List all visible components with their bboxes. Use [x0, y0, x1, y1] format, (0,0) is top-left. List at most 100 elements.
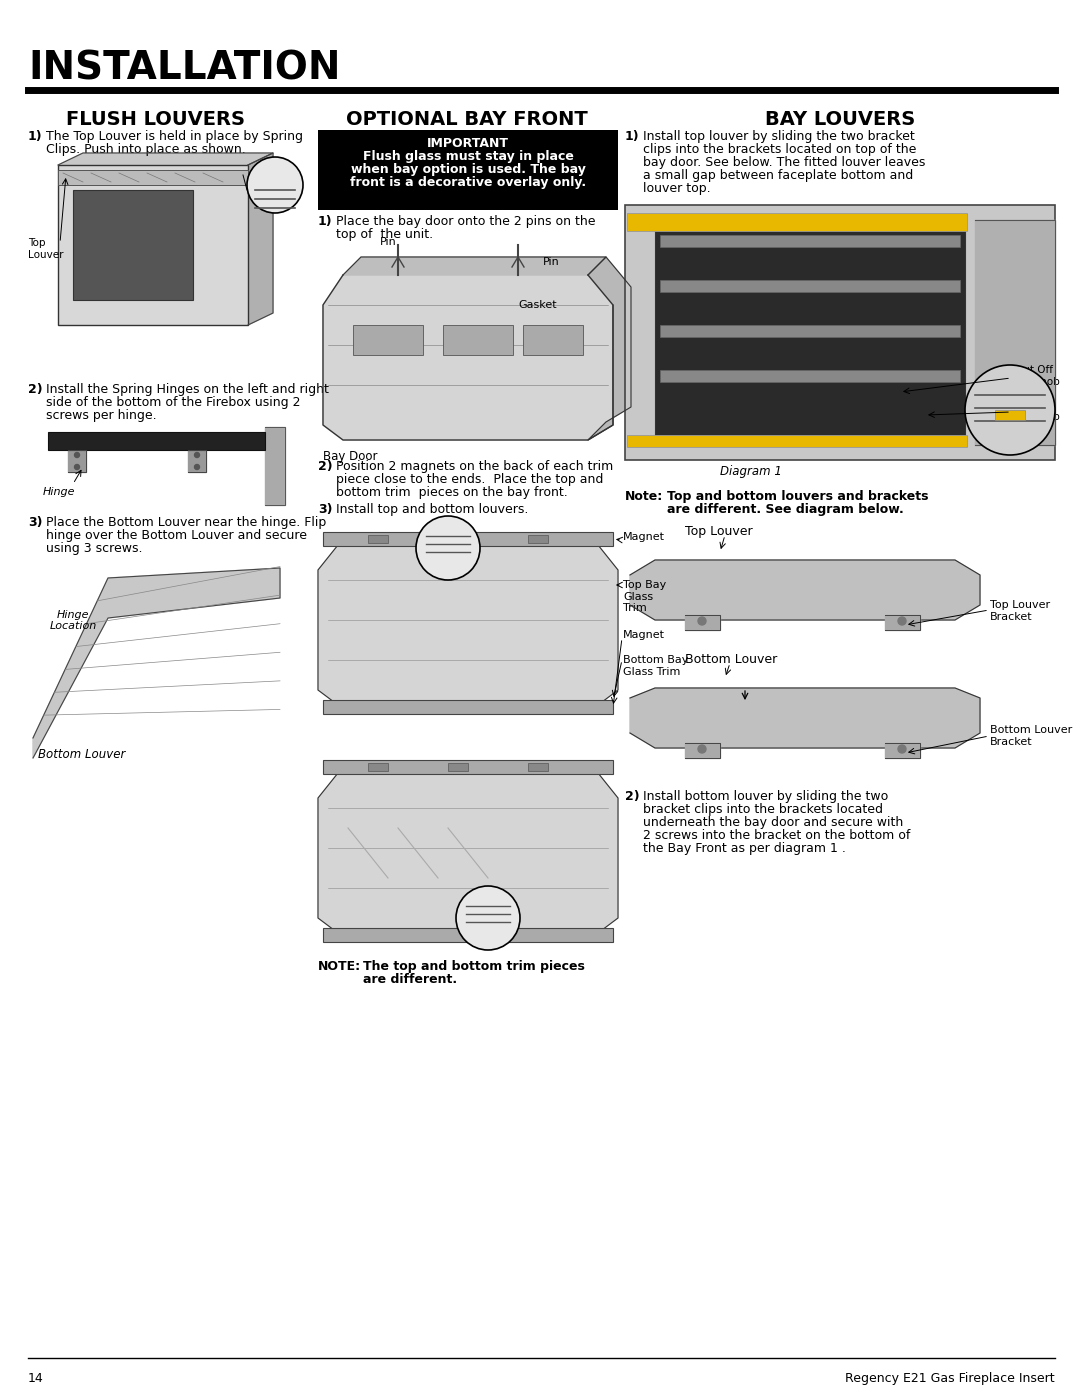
Text: the Bay Front as per diagram 1 .: the Bay Front as per diagram 1 .	[643, 842, 846, 855]
Bar	[323, 532, 613, 546]
Text: 1): 1)	[28, 130, 42, 142]
Circle shape	[194, 464, 200, 469]
Circle shape	[75, 453, 80, 457]
Text: The top and bottom trim pieces: The top and bottom trim pieces	[363, 960, 585, 972]
Bar	[58, 170, 248, 184]
Polygon shape	[323, 275, 613, 440]
Bar	[528, 763, 548, 771]
Bar	[627, 434, 967, 447]
Polygon shape	[885, 743, 920, 759]
Text: Bottom Louver
Bracket: Bottom Louver Bracket	[990, 725, 1072, 746]
Bar	[48, 432, 265, 450]
Text: Bottom Louver: Bottom Louver	[38, 747, 125, 761]
Text: bay door. See below. The fitted louver leaves: bay door. See below. The fitted louver l…	[643, 156, 926, 169]
Text: Clips. Push into place as shown.: Clips. Push into place as shown.	[46, 142, 246, 156]
Text: when bay option is used. The bay: when bay option is used. The bay	[351, 163, 585, 176]
Bar	[323, 700, 613, 714]
Text: Hi/Lo
Ext. Knob: Hi/Lo Ext. Knob	[1010, 400, 1059, 422]
Text: hinge over the Bottom Louver and secure: hinge over the Bottom Louver and secure	[46, 529, 307, 542]
Text: Top Louver
Bracket: Top Louver Bracket	[990, 599, 1050, 622]
Text: 1): 1)	[318, 215, 333, 228]
Text: INSTALLATION: INSTALLATION	[28, 50, 340, 88]
Text: using 3 screws.: using 3 screws.	[46, 542, 143, 555]
Bar	[58, 165, 248, 326]
Text: Flush glass must stay in place: Flush glass must stay in place	[363, 149, 573, 163]
Polygon shape	[68, 450, 86, 472]
Text: 3): 3)	[318, 503, 333, 515]
Text: Magnet: Magnet	[623, 532, 665, 542]
Text: Place the Bottom Louver near the hinge. Flip: Place the Bottom Louver near the hinge. …	[46, 515, 326, 529]
Bar	[660, 279, 960, 292]
Circle shape	[897, 617, 906, 624]
Text: Bottom Louver: Bottom Louver	[685, 652, 778, 666]
Bar	[660, 326, 960, 337]
Text: clips into the brackets located on top of the: clips into the brackets located on top o…	[643, 142, 916, 156]
Text: side of the bottom of the Firebox using 2: side of the bottom of the Firebox using …	[46, 395, 300, 409]
Circle shape	[966, 365, 1055, 455]
Polygon shape	[343, 257, 606, 275]
Text: Install top and bottom louvers.: Install top and bottom louvers.	[336, 503, 528, 515]
Text: Top Louver: Top Louver	[685, 525, 753, 538]
Bar	[323, 928, 613, 942]
Text: BAY LOUVERS: BAY LOUVERS	[765, 110, 915, 129]
Text: louver top.: louver top.	[643, 182, 711, 196]
Bar	[995, 409, 1025, 420]
Circle shape	[194, 453, 200, 457]
Bar	[448, 763, 468, 771]
Text: top of  the unit.: top of the unit.	[336, 228, 433, 242]
Bar	[318, 130, 618, 210]
Text: Hinge: Hinge	[43, 488, 76, 497]
Text: Bay Door: Bay Door	[323, 450, 378, 462]
Bar	[448, 535, 468, 543]
Text: screws per hinge.: screws per hinge.	[46, 409, 157, 422]
Text: are different.: are different.	[363, 972, 457, 986]
Polygon shape	[685, 615, 720, 630]
Bar	[660, 235, 960, 247]
Text: 2): 2)	[625, 789, 639, 803]
Polygon shape	[630, 560, 980, 620]
Polygon shape	[685, 743, 720, 759]
Bar	[443, 326, 513, 355]
Bar	[654, 219, 966, 434]
Text: Magnet: Magnet	[623, 630, 665, 640]
Text: Install top louver by sliding the two bracket: Install top louver by sliding the two br…	[643, 130, 915, 142]
Text: 3): 3)	[28, 515, 42, 529]
Polygon shape	[588, 257, 631, 440]
Text: Top and bottom louvers and brackets: Top and bottom louvers and brackets	[667, 490, 929, 503]
Bar	[523, 326, 583, 355]
Circle shape	[75, 464, 80, 469]
Text: Pin: Pin	[380, 237, 396, 247]
Polygon shape	[58, 154, 273, 165]
Polygon shape	[975, 219, 1055, 446]
Text: Note:: Note:	[625, 490, 663, 503]
Circle shape	[698, 617, 706, 624]
Text: Diagram 1: Diagram 1	[720, 465, 782, 478]
Text: bracket clips into the brackets located: bracket clips into the brackets located	[643, 803, 883, 816]
Text: piece close to the ends.  Place the top and: piece close to the ends. Place the top a…	[336, 474, 604, 486]
Text: Install bottom louver by sliding the two: Install bottom louver by sliding the two	[643, 789, 888, 803]
Text: NOTE:: NOTE:	[318, 960, 361, 972]
Text: Shut Off
Ext. Knob: Shut Off Ext. Knob	[1010, 365, 1059, 387]
Text: Position 2 magnets on the back of each trim: Position 2 magnets on the back of each t…	[336, 460, 613, 474]
Text: Bottom Bay
Glass Trim: Bottom Bay Glass Trim	[623, 655, 688, 676]
Text: 2): 2)	[318, 460, 333, 474]
Circle shape	[897, 745, 906, 753]
Bar	[323, 760, 613, 774]
Text: Top Bay
Glass
Trim: Top Bay Glass Trim	[623, 580, 666, 613]
Text: underneath the bay door and secure with: underneath the bay door and secure with	[643, 816, 903, 828]
Text: bottom trim  pieces on the bay front.: bottom trim pieces on the bay front.	[336, 486, 568, 499]
Circle shape	[698, 745, 706, 753]
Text: a small gap between faceplate bottom and: a small gap between faceplate bottom and	[643, 169, 914, 182]
Text: OPTIONAL BAY FRONT: OPTIONAL BAY FRONT	[346, 110, 588, 129]
Text: Place the bay door onto the 2 pins on the: Place the bay door onto the 2 pins on th…	[336, 215, 595, 228]
Bar	[73, 190, 193, 300]
Circle shape	[247, 156, 303, 212]
Text: Regency E21 Gas Fireplace Insert: Regency E21 Gas Fireplace Insert	[846, 1372, 1055, 1384]
Bar	[528, 535, 548, 543]
Text: The Top Louver is held in place by Spring: The Top Louver is held in place by Sprin…	[46, 130, 303, 142]
Bar	[660, 370, 960, 381]
Polygon shape	[248, 154, 273, 326]
Text: Gasket: Gasket	[518, 300, 556, 310]
Text: IMPORTANT: IMPORTANT	[427, 137, 509, 149]
Bar	[368, 535, 388, 543]
